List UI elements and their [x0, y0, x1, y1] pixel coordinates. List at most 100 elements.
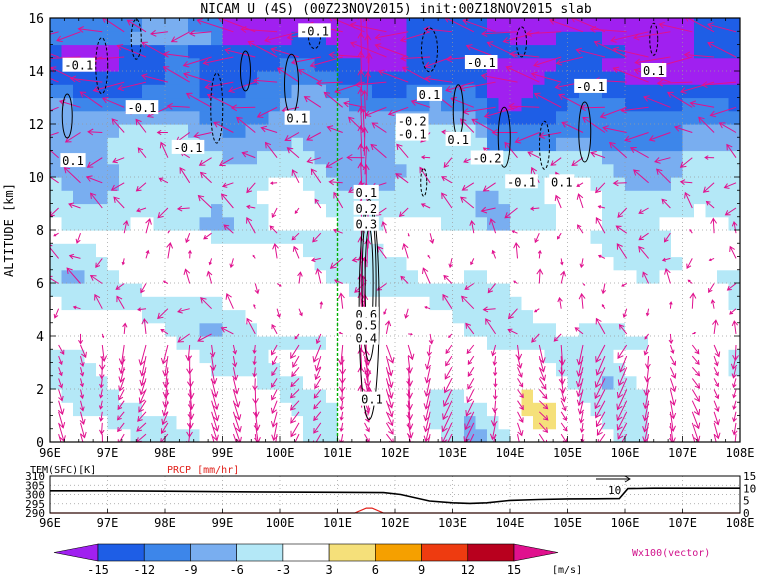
field-cell [671, 402, 684, 417]
wind-vector [599, 106, 627, 119]
colorbar-tick-label: 12 [461, 563, 475, 575]
field-cell [636, 216, 649, 231]
field-cell [50, 190, 63, 205]
wind-vector [115, 283, 125, 290]
field-cell [625, 18, 638, 32]
wind-vector [645, 308, 650, 317]
field-cell [671, 97, 684, 112]
wind-vector [482, 182, 496, 192]
wind-vector [443, 378, 453, 394]
field-cell [314, 203, 327, 218]
field-cell [556, 336, 569, 350]
field-cell [153, 296, 166, 311]
wind-vector [507, 328, 518, 335]
field-cell [475, 375, 488, 390]
field-cell [280, 402, 293, 417]
field-cell [326, 309, 339, 324]
field-cell [418, 362, 431, 377]
wind-vector [513, 280, 518, 284]
field-cell [61, 243, 74, 258]
field-cell [153, 18, 166, 32]
field-cell [119, 177, 132, 191]
wind-vector [654, 157, 671, 164]
field-cell [303, 428, 316, 442]
field-cell [142, 57, 155, 72]
field-cell [694, 31, 707, 46]
field-cell [291, 256, 304, 271]
field-cell [567, 203, 580, 218]
field-cell [521, 402, 534, 417]
wind-vector [319, 301, 324, 309]
field-cell [441, 44, 454, 59]
field-cell [521, 57, 534, 72]
contour-positive [240, 50, 251, 92]
field-cell [211, 283, 224, 297]
field-cell [556, 31, 569, 46]
wind-vector [529, 206, 540, 211]
wind-vector [291, 366, 300, 378]
field-cell [579, 243, 592, 258]
field-cell [245, 163, 258, 178]
field-cell [717, 415, 730, 430]
field-cell [153, 190, 166, 205]
contour-label-box [125, 100, 159, 115]
field-cell [544, 84, 557, 99]
field-cell [119, 71, 132, 85]
field-cell [648, 84, 661, 99]
field-cell [257, 389, 270, 403]
wind-vector [101, 333, 105, 339]
field-cell [705, 84, 718, 99]
field-cell [682, 362, 695, 377]
field-cell [705, 283, 718, 297]
field-cell [429, 336, 442, 350]
field-cell [705, 137, 718, 152]
wind-vector [406, 411, 414, 430]
field-cell [222, 349, 235, 364]
field-cell [671, 57, 684, 72]
field-cell [360, 375, 373, 390]
field-cell [705, 190, 718, 205]
field-cell [602, 322, 615, 337]
wind-vector [663, 232, 671, 243]
wind-vector [170, 31, 190, 43]
field-cell [544, 269, 557, 284]
field-cell [188, 177, 201, 191]
field-cell [728, 203, 740, 218]
field-cell [337, 256, 350, 271]
field-cell [590, 137, 603, 152]
field-cell [648, 243, 661, 258]
field-cell [234, 57, 247, 72]
field-cell [694, 415, 707, 430]
main-tick-marks [49, 17, 741, 443]
field-cell [303, 84, 316, 99]
wind-vector [590, 151, 606, 159]
wind-vector [684, 191, 693, 209]
wind-vector [553, 333, 562, 342]
field-cell [682, 322, 695, 337]
field-cell [280, 230, 293, 244]
field-cell [694, 150, 707, 165]
field-cell [61, 375, 74, 390]
field-cell [694, 177, 707, 191]
field-cell [165, 110, 178, 125]
field-cell [188, 322, 201, 337]
field-cell [395, 428, 408, 442]
field-cell [245, 97, 258, 112]
wind-vector [252, 367, 258, 378]
field-cell [257, 309, 270, 324]
field-cell [188, 296, 201, 311]
field-cell [452, 283, 465, 297]
field-cell [556, 402, 569, 417]
wind-vector [246, 216, 256, 234]
field-cell [671, 309, 684, 324]
wind-vector [664, 267, 671, 284]
field-cell [395, 243, 408, 258]
field-cell [372, 150, 385, 165]
wind-vector [162, 356, 169, 377]
wind-vector [420, 203, 431, 209]
field-cell [395, 256, 408, 271]
field-cell [498, 362, 511, 377]
field-cell [521, 322, 534, 337]
field-cell [372, 84, 385, 99]
field-cell [337, 124, 350, 138]
